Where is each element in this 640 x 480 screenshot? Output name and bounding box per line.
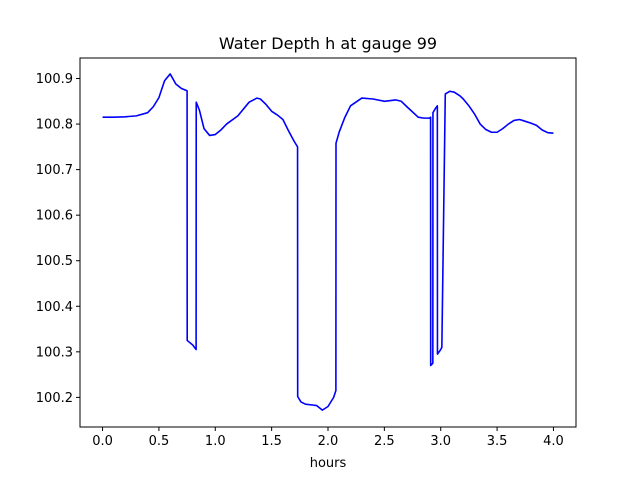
- x-tick-label: 3.0: [430, 434, 451, 449]
- y-tick-label: 100.8: [36, 118, 73, 133]
- series-layer: [102, 73, 554, 411]
- y-tick-label: 100.2: [36, 391, 73, 406]
- y-axis: 100.2 100.3 100.4 100.5 100.6 100.7 100.8 100.9: [36, 72, 80, 406]
- x-axis: 0.0 0.5 1.0 1.5 2.0 2.5 3.0 3.5 4.0: [92, 427, 564, 449]
- y-tick-label: 100.5: [36, 254, 73, 269]
- y-tick-label: 100.4: [36, 300, 73, 315]
- y-tick-label: 100.7: [36, 163, 73, 178]
- y-tick-label: 100.9: [36, 72, 73, 87]
- x-tick-label: 1.5: [261, 434, 282, 449]
- x-tick-label: 0.5: [149, 434, 170, 449]
- chart-title: Water Depth h at gauge 99: [219, 34, 437, 53]
- x-tick-label: 3.5: [487, 434, 508, 449]
- y-tick-label: 100.6: [36, 209, 73, 224]
- series-line-0: [102, 73, 554, 411]
- y-tick-label: 100.3: [36, 345, 73, 360]
- x-axis-label: hours: [310, 456, 347, 471]
- x-tick-label: 2.0: [318, 434, 339, 449]
- x-tick-label: 0.0: [92, 434, 113, 449]
- x-tick-label: 2.5: [374, 434, 395, 449]
- x-tick-label: 1.0: [205, 434, 226, 449]
- x-tick-label: 4.0: [543, 434, 564, 449]
